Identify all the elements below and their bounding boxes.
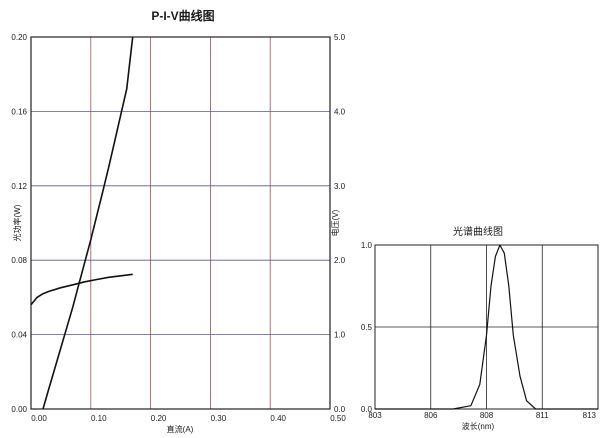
piv-x-tick-label: 0.50	[330, 414, 346, 423]
piv-x-tick-label: 0.30	[211, 414, 227, 423]
spectrum-x-tick-label: 803	[368, 411, 382, 420]
spectrum-line	[375, 244, 598, 410]
piv-y-right-tick-label: 4.0	[334, 107, 346, 116]
piv-chart: P-I-V曲线图 0.00 0.10 0.20 0.30 0.40 0.50 0.000.…	[11, 8, 346, 434]
piv-y-right-tick-label: 5.0	[334, 33, 346, 42]
spectrum-y-tick-label: 1.0	[361, 241, 373, 250]
piv-plot-frame	[30, 36, 331, 410]
piv-y-left-tick-label: 0.16	[11, 107, 27, 116]
spectrum-chart-title: 光谱曲线图	[453, 225, 503, 238]
piv-x-tick-label: 0.40	[270, 414, 286, 423]
piv-series	[30, 36, 134, 410]
piv-y-left-tick-label: 0.12	[11, 182, 27, 191]
piv-x-axis-label: 直流(A)	[167, 424, 194, 434]
spectrum-y-tick-labels: 0.0 0.5 1.0	[361, 241, 373, 414]
piv-power-line	[42, 36, 134, 410]
piv-y-left-tick-label: 0.00	[11, 405, 27, 414]
piv-y-right-tick-label: 1.0	[334, 331, 346, 340]
piv-voltage-line	[30, 273, 133, 306]
piv-x-tick-label: 0.00	[31, 414, 47, 423]
piv-y-right-tick-label: 2.0	[334, 256, 346, 265]
spectrum-chart: 光谱曲线图 803 806 808 811 813 0.0 0.5 1.0 波长(nm)	[361, 225, 599, 431]
spectrum-x-tick-label: 813	[583, 411, 597, 420]
piv-y-right-axis-label: 电压(V)	[330, 209, 340, 236]
piv-y-left-tick-labels: 0.00 0.04 0.08 0.12 0.16 0.20	[11, 33, 27, 414]
piv-y-left-tick-label: 0.04	[11, 331, 27, 340]
spectrum-y-tick-label: 0.0	[361, 405, 373, 414]
piv-y-left-tick-label: 0.08	[11, 256, 27, 265]
piv-x-tick-label: 0.20	[151, 414, 167, 423]
piv-y-left-axis-label: 光功率(W)	[12, 204, 22, 241]
piv-y-left-tick-label: 0.20	[11, 33, 27, 42]
spectrum-series	[375, 244, 598, 410]
spectrum-x-tick-labels: 803 806 808 811 813	[368, 411, 596, 420]
piv-y-right-tick-labels: 0.0 1.0 2.0 3.0 4.0 5.0	[334, 33, 346, 414]
piv-y-right-tick-label: 0.0	[334, 405, 346, 414]
spectrum-plot-frame	[374, 244, 599, 410]
spectrum-x-tick-label: 811	[536, 411, 549, 420]
spectrum-y-tick-label: 0.5	[361, 323, 373, 332]
spectrum-grid	[375, 245, 598, 409]
piv-chart-title: P-I-V曲线图	[151, 8, 214, 23]
piv-y-right-tick-label: 3.0	[334, 182, 346, 191]
spectrum-x-axis-label: 波长(nm)	[462, 421, 495, 431]
piv-grid	[31, 37, 330, 409]
piv-x-tick-label: 0.10	[91, 414, 107, 423]
piv-x-tick-labels: 0.00 0.10 0.20 0.30 0.40 0.50	[31, 414, 346, 423]
spectrum-x-tick-label: 808	[480, 411, 494, 420]
spectrum-x-tick-label: 806	[424, 411, 438, 420]
